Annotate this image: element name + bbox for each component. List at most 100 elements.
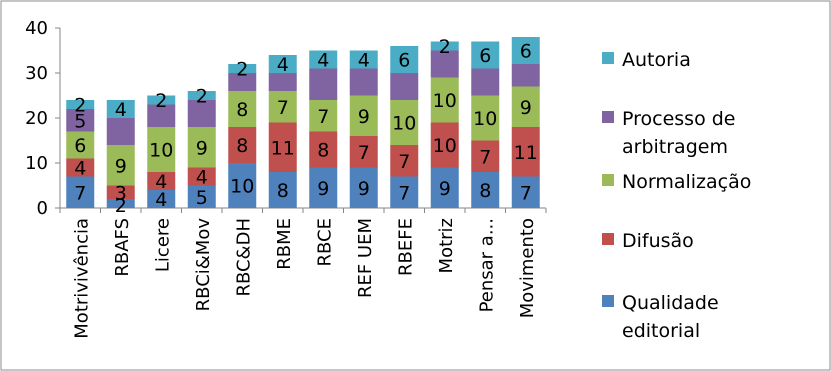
- bar-segment: [228, 163, 257, 208]
- bar-segment: [430, 167, 459, 208]
- data-label: 4: [155, 189, 167, 211]
- data-label: 3: [115, 182, 127, 204]
- legend-swatch: [602, 174, 614, 186]
- bar-segment: [471, 95, 500, 141]
- data-label: 11: [514, 142, 538, 164]
- data-label: 2: [236, 59, 248, 81]
- legend-label: Processo de: [622, 108, 736, 130]
- data-label: 10: [473, 108, 497, 130]
- bar-segment: [390, 100, 419, 145]
- bar-segment: [309, 100, 338, 132]
- bar-segment: [349, 95, 378, 136]
- data-label: 7: [479, 146, 491, 168]
- y-tick-label: 40: [25, 18, 48, 39]
- bar-segment: [66, 158, 95, 177]
- bar-segment: [349, 68, 378, 96]
- data-label: 4: [155, 171, 167, 193]
- y-tick-label: 0: [37, 198, 48, 219]
- bar-segment: [349, 50, 378, 69]
- legend-label: arbitragem: [622, 136, 728, 158]
- bar-segment: [309, 131, 338, 168]
- data-label: 6: [74, 135, 86, 157]
- bar-segment: [187, 167, 216, 186]
- bar-segment: [268, 55, 297, 73]
- legend-label: Normalização: [622, 171, 751, 193]
- bar-segment: [147, 172, 176, 190]
- bar-segment: [309, 167, 338, 208]
- data-label: 7: [74, 182, 86, 204]
- data-label: 4: [115, 99, 127, 121]
- bar-segment: [268, 122, 297, 172]
- bar-segment: [471, 41, 500, 69]
- data-label: 8: [479, 180, 491, 202]
- data-label: 5: [196, 187, 208, 209]
- data-label: 4: [196, 167, 208, 189]
- data-label: 10: [392, 113, 416, 135]
- bar-segment: [66, 100, 95, 109]
- bar-segment: [511, 86, 540, 127]
- data-label: 9: [358, 178, 370, 200]
- data-label: 4: [74, 158, 86, 180]
- data-label: 2: [115, 195, 127, 217]
- bar-segment: [430, 41, 459, 51]
- legend-swatch: [602, 233, 614, 245]
- bar-segment: [106, 118, 135, 145]
- data-label: 9: [520, 97, 532, 119]
- bar-segment: [106, 185, 135, 199]
- bar-segment: [228, 127, 257, 163]
- data-label: 7: [358, 142, 370, 164]
- data-label: 9: [196, 137, 208, 159]
- data-label: 8: [236, 99, 248, 121]
- data-label: 6: [520, 41, 532, 63]
- bar-segment: [228, 64, 257, 73]
- bar-segment: [430, 77, 459, 123]
- legend-swatch: [602, 295, 614, 307]
- bar-segment: [147, 190, 176, 208]
- bar-segment: [268, 73, 297, 91]
- category-label: RBEFE: [395, 218, 416, 276]
- data-label: 7: [398, 182, 410, 204]
- bar-segment: [66, 131, 95, 159]
- data-label: 8: [317, 140, 329, 162]
- data-label: 9: [358, 106, 370, 128]
- data-label: 9: [115, 155, 127, 177]
- bar-segment: [430, 122, 459, 168]
- bar-segment: [228, 73, 257, 91]
- data-label: 2: [155, 90, 167, 112]
- bar-segment: [511, 127, 540, 177]
- legend: Autoria Processo de arbitragem Normalização…: [602, 49, 751, 342]
- category-label: RBAFS: [112, 218, 133, 277]
- data-label: 10: [149, 140, 173, 162]
- category-label: Pensar a...: [476, 218, 497, 312]
- bar-segment: [390, 46, 419, 73]
- data-label: 4: [317, 50, 329, 72]
- bar-segment: [268, 91, 297, 123]
- y-tick-label: 30: [25, 63, 48, 84]
- legend-label: Qualidade: [622, 292, 719, 314]
- legend-label: Autoria: [622, 49, 691, 71]
- category-label: Motriz: [436, 218, 457, 273]
- bar-segment: [471, 140, 500, 172]
- data-label: 7: [398, 151, 410, 173]
- bar-segment: [309, 68, 338, 100]
- data-label: 7: [520, 182, 532, 204]
- bar-segment: [106, 145, 135, 186]
- data-label: 6: [479, 45, 491, 67]
- data-label: 7: [317, 106, 329, 128]
- bar-segment: [147, 104, 176, 127]
- bar-segment: [187, 91, 216, 100]
- data-label: 10: [433, 90, 457, 112]
- y-tick-label: 20: [25, 108, 48, 129]
- category-label: RBME: [274, 218, 295, 270]
- legend-label: editorial: [622, 320, 700, 342]
- plot-area: 01020304074652Motrivivência2394RBAFS4410…: [25, 18, 547, 339]
- category-label: REF UEM: [355, 218, 376, 298]
- data-label: 10: [433, 135, 457, 157]
- bar-segment: [106, 100, 135, 118]
- bar-segment: [471, 172, 500, 208]
- legend-swatch: [602, 111, 614, 123]
- bar-segment: [106, 199, 135, 208]
- bar-segment: [187, 185, 216, 208]
